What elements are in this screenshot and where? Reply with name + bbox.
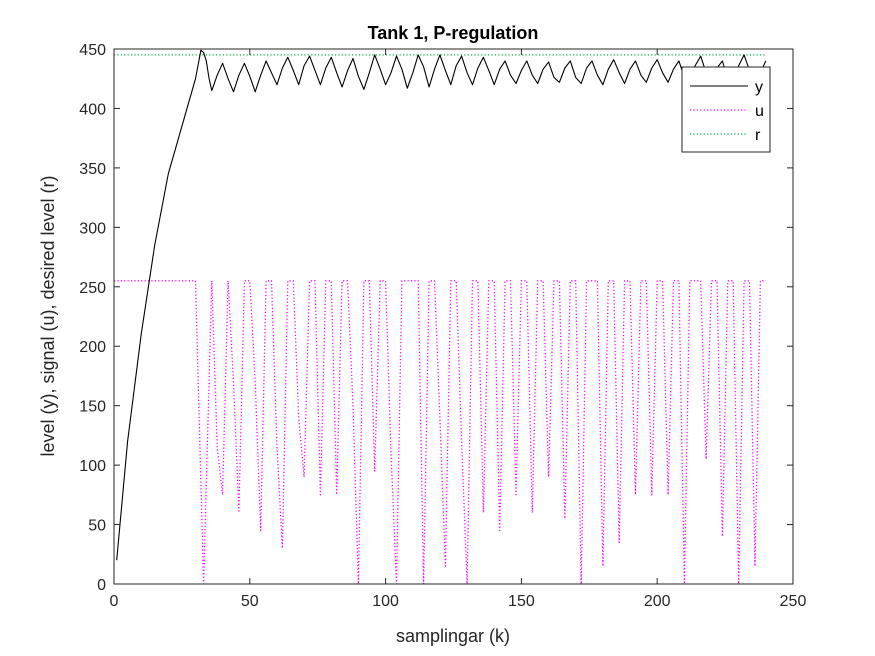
- x-tick-label: 50: [241, 593, 259, 610]
- y-tick-label: 250: [79, 280, 106, 297]
- x-tick-label: 200: [644, 593, 671, 610]
- legend-box: [681, 66, 771, 153]
- series-line-u: [114, 280, 766, 584]
- axes-box: [113, 48, 794, 585]
- y-tick-label: 200: [79, 339, 106, 356]
- series-group: [114, 49, 767, 584]
- x-axis-label: samplingar (k): [396, 626, 510, 646]
- x-axis-ticks: 0 50 100 150 200 250: [110, 49, 807, 610]
- legend-label-r: r: [755, 127, 761, 144]
- y-tick-label: 400: [79, 101, 106, 118]
- x-tick-label: 0: [110, 593, 119, 610]
- x-tick-label: 150: [508, 593, 535, 610]
- x-tick-label: 100: [372, 593, 399, 610]
- y-axis-ticks: 0 50 100 150 200 250 300 350 400 450: [79, 42, 793, 594]
- chart-title: Tank 1, P-regulation: [368, 23, 539, 43]
- y-tick-label: 350: [79, 161, 106, 178]
- legend: yur: [681, 66, 771, 153]
- y-tick-label: 0: [97, 577, 106, 594]
- legend-label-u: u: [755, 103, 764, 120]
- plot-area: 0 50 100 150 200 250 0 50 100 150 200 250 300 350 400…: [79, 42, 806, 610]
- x-tick-label: 250: [780, 593, 807, 610]
- y-tick-label: 150: [79, 399, 106, 416]
- legend-label-y: y: [755, 79, 763, 96]
- y-tick-label: 450: [79, 42, 106, 59]
- y-tick-label: 100: [79, 458, 106, 475]
- y-tick-label: 50: [88, 518, 106, 535]
- y-axis-label: level (y), signal (u), desired level (r): [38, 175, 58, 456]
- series-line-y: [116, 49, 767, 561]
- y-tick-label: 300: [79, 220, 106, 237]
